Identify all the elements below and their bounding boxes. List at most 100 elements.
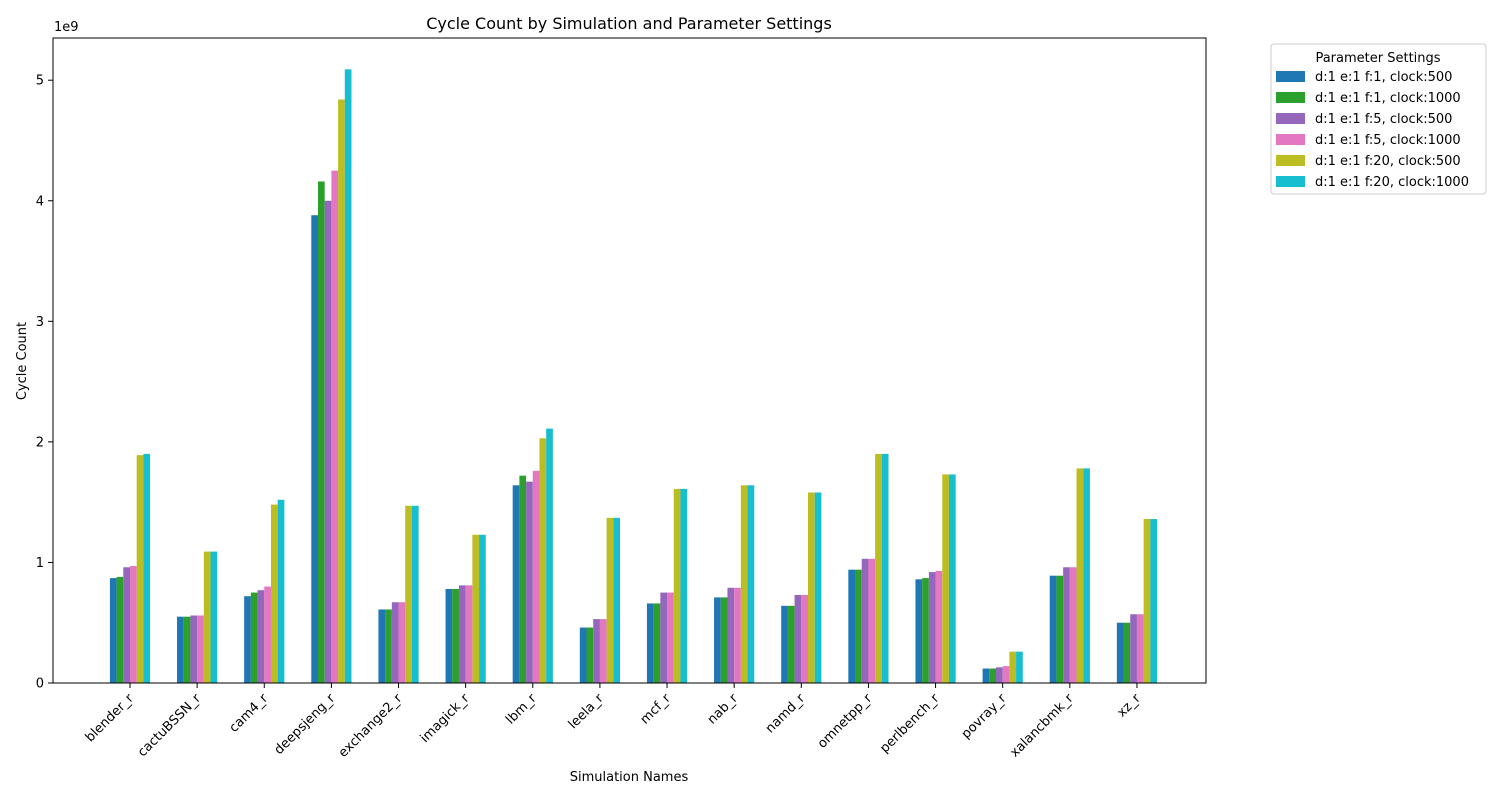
y-axis-title: Cycle Count <box>15 322 30 400</box>
legend-swatch <box>1276 113 1305 124</box>
bar-imagick_r-series-4 <box>465 585 473 683</box>
x-tick-label: xalancbmk_r <box>1007 691 1077 761</box>
legend-swatch <box>1276 134 1305 145</box>
bar-nab_r-series-4 <box>734 587 741 683</box>
bar-leela_r-series-2 <box>586 627 594 683</box>
bar-deepsjeng_r-series-2 <box>317 181 325 683</box>
x-tick-label: cactuBSSN_r <box>135 691 204 760</box>
bar-perlbench_r-series-5 <box>942 474 949 683</box>
legend-frame <box>1270 43 1487 195</box>
legend-title: Parameter Settings <box>1315 51 1440 66</box>
bar-exchange2_r-series-4 <box>398 602 406 683</box>
bars-group <box>109 69 1158 684</box>
bar-mcf_r-series-4 <box>667 592 674 683</box>
bar-povray_r-series-2 <box>989 668 996 683</box>
bar-imagick_r-series-3 <box>458 585 466 683</box>
chart-title: Cycle Count by Simulation and Parameter … <box>426 14 832 33</box>
bar-nab_r-series-1 <box>714 597 721 683</box>
legend-label: d:1 e:1 f:5, clock:1000 <box>1315 133 1461 148</box>
y-tick-label: 3 <box>36 315 44 330</box>
x-tick-label: mcf_r <box>638 691 675 728</box>
x-tick-label: namd_r <box>763 691 809 737</box>
bar-namd_r-series-1 <box>781 605 788 683</box>
bar-cam4_r-series-1 <box>244 596 251 683</box>
bar-lbm_r-series-4 <box>532 470 540 683</box>
bar-cactuBSSN_r-series-6 <box>210 551 218 683</box>
bar-imagick_r-series-1 <box>445 588 453 683</box>
bar-leela_r-series-4 <box>599 619 607 683</box>
legend-label: d:1 e:1 f:1, clock:500 <box>1315 70 1452 85</box>
bar-xz_r-series-1 <box>1116 622 1124 683</box>
bar-namd_r-series-2 <box>787 605 795 683</box>
bar-mcf_r-series-3 <box>660 592 668 683</box>
bar-mcf_r-series-2 <box>653 603 661 683</box>
bar-exchange2_r-series-5 <box>405 505 412 683</box>
x-tick-label: imagick_r <box>418 691 473 746</box>
bar-blender_r-series-6 <box>143 453 151 683</box>
bar-xz_r-series-4 <box>1136 614 1144 683</box>
bar-lbm_r-series-1 <box>512 485 520 683</box>
y-tick-label: 2 <box>36 435 44 450</box>
x-tick-label: lbm_r <box>503 691 540 728</box>
bar-mcf_r-series-1 <box>646 603 654 683</box>
bar-perlbench_r-series-1 <box>915 579 923 683</box>
x-tick-label: leela_r <box>566 691 607 732</box>
bar-povray_r-series-6 <box>1016 651 1023 683</box>
x-tick-label: xz_r <box>1115 691 1145 721</box>
legend: Parameter Settings d:1 e:1 f:1, clock:50… <box>1270 43 1487 195</box>
bar-cactuBSSN_r-series-5 <box>203 551 211 683</box>
x-tick-label: omnetpp_r <box>815 691 876 752</box>
bar-xalancbmk_r-series-2 <box>1056 575 1064 683</box>
bar-mcf_r-series-6 <box>680 488 688 683</box>
bar-nab_r-series-5 <box>740 485 748 683</box>
bar-lbm_r-series-2 <box>519 475 527 683</box>
bar-xz_r-series-5 <box>1143 519 1151 683</box>
bar-povray_r-series-4 <box>1002 666 1010 683</box>
bar-imagick_r-series-6 <box>479 534 486 683</box>
bar-namd_r-series-4 <box>801 594 808 683</box>
bar-blender_r-series-4 <box>130 566 137 683</box>
x-tick-label: deepsjeng_r <box>272 691 339 758</box>
x-tick-label: nab_r <box>705 691 742 728</box>
bar-cactuBSSN_r-series-1 <box>177 616 184 683</box>
legend-swatch <box>1276 176 1305 187</box>
bar-xalancbmk_r-series-6 <box>1083 468 1090 683</box>
bar-omnetpp_r-series-2 <box>855 569 862 683</box>
bar-omnetpp_r-series-5 <box>875 453 882 683</box>
bar-leela_r-series-3 <box>593 619 600 683</box>
y-tick-label: 1 <box>36 556 44 571</box>
bar-leela_r-series-1 <box>579 627 587 683</box>
bar-cam4_r-series-4 <box>264 586 271 683</box>
bar-lbm_r-series-3 <box>526 481 533 683</box>
legend-swatch <box>1276 155 1305 166</box>
bar-cam4_r-series-5 <box>270 504 278 683</box>
x-tick-label: exchange2_r <box>336 691 406 761</box>
bar-deepsjeng_r-series-6 <box>344 69 352 684</box>
bar-omnetpp_r-series-3 <box>861 558 869 683</box>
x-tick-label: blender_r <box>83 691 138 746</box>
bar-leela_r-series-6 <box>613 517 621 683</box>
bar-blender_r-series-3 <box>123 567 130 683</box>
y-axis-scale-label: 1e9 <box>54 20 79 35</box>
bar-namd_r-series-3 <box>794 594 802 683</box>
bar-omnetpp_r-series-1 <box>848 569 856 683</box>
y-tick-label: 0 <box>36 677 44 692</box>
x-axis-title: Simulation Names <box>570 770 689 785</box>
bar-exchange2_r-series-3 <box>391 602 399 683</box>
bar-nab_r-series-3 <box>727 587 735 683</box>
plot-area-frame <box>52 37 1207 684</box>
bar-exchange2_r-series-2 <box>385 609 392 683</box>
bar-xz_r-series-2 <box>1123 622 1131 683</box>
bar-deepsjeng_r-series-1 <box>311 215 318 683</box>
bar-perlbench_r-series-4 <box>935 570 943 683</box>
bar-xz_r-series-6 <box>1150 519 1158 683</box>
bar-cam4_r-series-2 <box>250 592 258 683</box>
bar-exchange2_r-series-6 <box>411 505 419 683</box>
x-tick-label: cam4_r <box>227 691 272 736</box>
bar-imagick_r-series-2 <box>452 588 459 683</box>
bar-mcf_r-series-5 <box>673 488 681 683</box>
bar-cam4_r-series-6 <box>277 499 285 683</box>
legend-swatch <box>1276 71 1305 82</box>
bar-povray_r-series-5 <box>1009 651 1017 683</box>
